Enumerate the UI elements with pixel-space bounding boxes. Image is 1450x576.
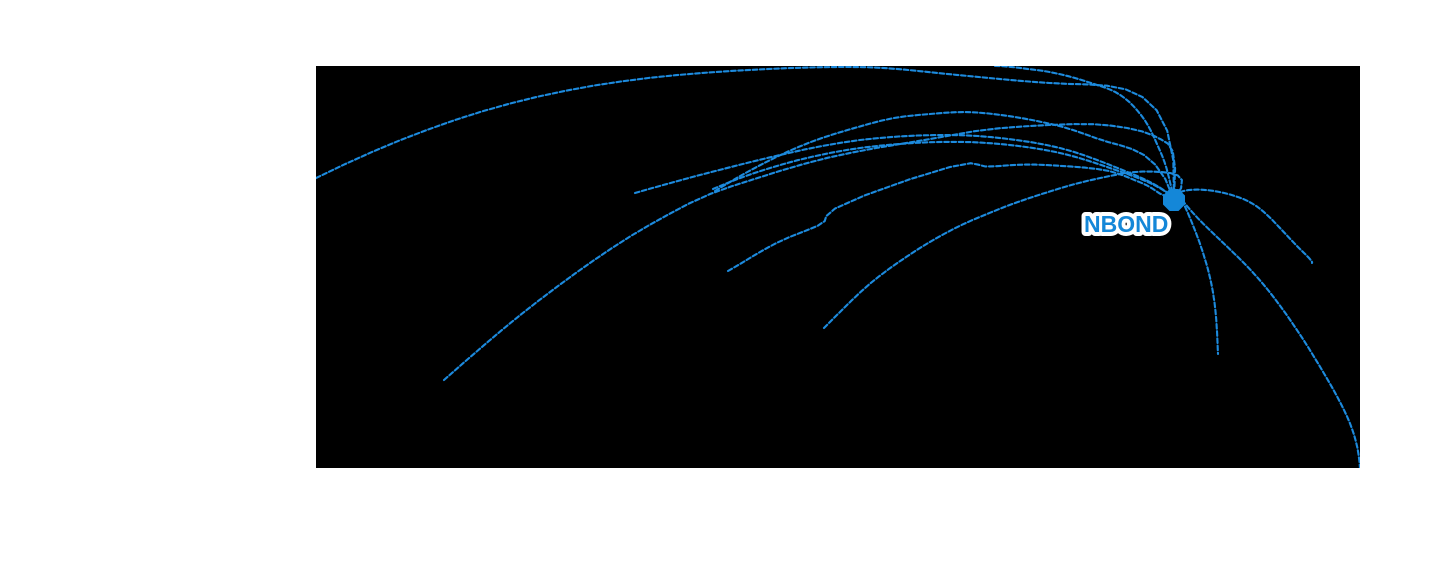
svg-text:NBOND: NBOND bbox=[1084, 211, 1168, 237]
